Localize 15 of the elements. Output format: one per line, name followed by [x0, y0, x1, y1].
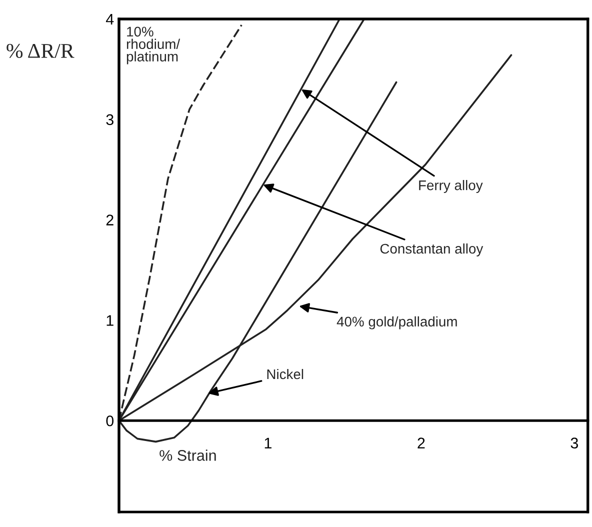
- y-tick-label: 4: [106, 14, 114, 25]
- annotation: Constantan alloy: [380, 243, 484, 256]
- y-tick-label: 1: [106, 315, 114, 326]
- y-tick-label: 2: [106, 214, 114, 226]
- x-tick-label: 3: [570, 438, 578, 448]
- annotation: Nickel: [267, 368, 304, 380]
- y-tick-label: 0: [106, 415, 114, 426]
- y-axis-title: % ΔR/R: [6, 44, 74, 58]
- x-tick-label: 1: [264, 438, 272, 448]
- x-axis-title: % Strain: [160, 450, 216, 461]
- annotation: Ferry alloy: [419, 180, 483, 193]
- annotation: 10% rhodium/ platinum: [126, 26, 180, 64]
- x-tick-label: 2: [418, 438, 425, 448]
- y-tick-label: 3: [106, 114, 114, 126]
- annotation: 40% gold/palladium: [336, 316, 457, 330]
